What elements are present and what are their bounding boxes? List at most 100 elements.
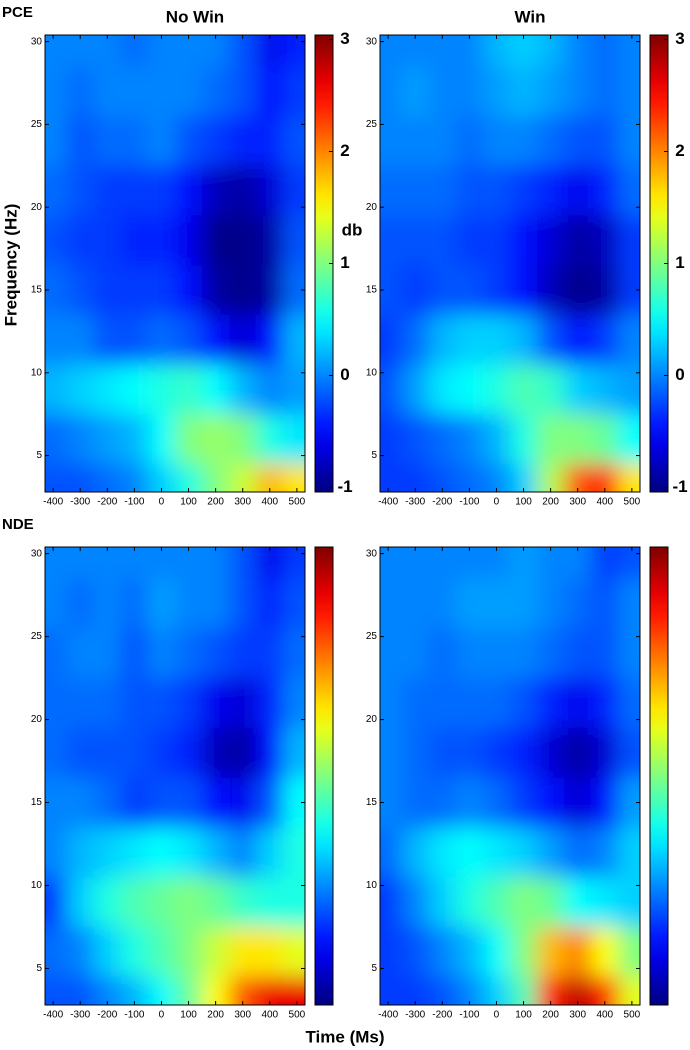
heatmap-cell bbox=[380, 116, 403, 167]
heatmap-cell bbox=[482, 66, 511, 117]
heatmap-cell bbox=[66, 827, 95, 878]
heatmap-cell bbox=[591, 265, 619, 316]
heatmap-cell bbox=[147, 364, 176, 415]
heatmap-cell bbox=[256, 265, 284, 316]
heatmap-cell bbox=[120, 463, 149, 492]
y-tick-label: 25 bbox=[31, 119, 43, 130]
heatmap-cell bbox=[256, 116, 284, 167]
heatmap-cell bbox=[380, 777, 403, 828]
heatmap-cell bbox=[229, 578, 257, 629]
y-tick-label: 25 bbox=[366, 119, 378, 130]
heatmap-cell bbox=[93, 215, 122, 266]
heatmap-cell bbox=[455, 727, 484, 779]
x-tick-label: -300 bbox=[70, 1010, 90, 1021]
heatmap-cell bbox=[147, 463, 176, 492]
heatmap-cell bbox=[537, 628, 565, 679]
heatmap-cell bbox=[428, 827, 457, 878]
y-tick-label: 25 bbox=[366, 631, 378, 642]
heatmap-cell bbox=[482, 678, 511, 729]
heatmap-cell bbox=[147, 66, 176, 117]
heatmap-cell bbox=[564, 35, 592, 67]
heatmap-cell bbox=[45, 727, 68, 779]
heatmap-cell bbox=[147, 678, 176, 729]
y-tick-label: 10 bbox=[366, 367, 378, 378]
heatmap-cell bbox=[482, 314, 511, 366]
heatmap-cell bbox=[428, 927, 457, 978]
heatmap-cell bbox=[66, 927, 95, 978]
heatmap-cell bbox=[428, 414, 457, 465]
heatmap-cell bbox=[147, 414, 176, 465]
heatmap-cell bbox=[147, 314, 176, 366]
colorbar-tick-label: 1 bbox=[675, 253, 684, 272]
heatmap-cell bbox=[283, 364, 305, 415]
heatmap-cell bbox=[401, 976, 430, 1005]
x-tick-label: -100 bbox=[124, 1010, 144, 1021]
heatmap-cell bbox=[455, 976, 484, 1005]
plot-frame bbox=[44, 546, 306, 1006]
heatmap-cell bbox=[45, 35, 68, 67]
heatmap-cell bbox=[66, 578, 95, 629]
heatmap-cell bbox=[401, 116, 430, 167]
heatmap-cell bbox=[175, 35, 203, 67]
heatmap-cell bbox=[618, 215, 640, 266]
heatmap bbox=[380, 547, 640, 1005]
heatmap-cell bbox=[618, 877, 640, 928]
heatmap-cell bbox=[66, 265, 95, 316]
heatmap-cell bbox=[537, 364, 565, 415]
heatmap-cell bbox=[175, 66, 203, 117]
panel: -400 -300 -200 -100 0 100 200 300 400 500 5 10 15 20 2… bbox=[2, 516, 385, 1047]
x-tick-label: 500 bbox=[624, 1010, 641, 1021]
heatmap-cell bbox=[428, 976, 457, 1005]
heatmap-cell bbox=[591, 35, 619, 67]
heatmap-cell bbox=[482, 116, 511, 167]
heatmap-cell bbox=[455, 678, 484, 729]
heatmap-cell bbox=[202, 265, 230, 316]
heatmap-cell bbox=[66, 414, 95, 465]
heatmap-cells bbox=[380, 35, 640, 492]
heatmap-cell bbox=[147, 976, 176, 1005]
heatmap-cell bbox=[591, 976, 619, 1005]
heatmap-cell bbox=[380, 35, 403, 67]
heatmap-cell bbox=[202, 463, 230, 492]
panel-title: Win bbox=[514, 7, 545, 26]
heatmap-cell bbox=[510, 66, 538, 117]
heatmap-cell bbox=[380, 66, 403, 117]
y-tick-label: 5 bbox=[371, 450, 377, 461]
heatmap-cell bbox=[66, 215, 95, 266]
heatmap-cell bbox=[202, 66, 230, 117]
x-tick-label: 100 bbox=[515, 1010, 532, 1021]
heatmap-cell bbox=[564, 678, 592, 729]
heatmap-cell bbox=[428, 547, 457, 580]
heatmap-cell bbox=[93, 976, 122, 1005]
heatmap-cell bbox=[45, 364, 68, 415]
heatmap-cell bbox=[482, 463, 511, 492]
heatmap-cell bbox=[120, 547, 149, 580]
heatmap-cell bbox=[202, 727, 230, 779]
heatmap-cell bbox=[229, 628, 257, 679]
heatmap-cell bbox=[591, 927, 619, 978]
heatmap-cell bbox=[455, 414, 484, 465]
heatmap-cell bbox=[45, 414, 68, 465]
heatmap bbox=[45, 35, 305, 492]
x-axis-title: Time (Ms) bbox=[305, 1027, 384, 1046]
heatmap-cell bbox=[482, 364, 511, 415]
heatmap-cell bbox=[455, 578, 484, 629]
heatmap-cell bbox=[564, 463, 592, 492]
heatmap-cell bbox=[229, 927, 257, 978]
heatmap-cell bbox=[45, 314, 68, 366]
heatmap-cell bbox=[66, 777, 95, 828]
heatmap-cell bbox=[537, 35, 565, 67]
heatmap-cell bbox=[380, 165, 403, 216]
heatmap-cell bbox=[482, 414, 511, 465]
colorbar-tick-label: 2 bbox=[675, 141, 684, 160]
heatmap-cell bbox=[256, 66, 284, 117]
heatmap-cell bbox=[93, 877, 122, 928]
heatmap-cell bbox=[618, 364, 640, 415]
x-tick-label: -400 bbox=[378, 1010, 398, 1021]
x-tick-label: -200 bbox=[97, 497, 117, 508]
heatmap-cell bbox=[510, 678, 538, 729]
heatmap-cell bbox=[202, 678, 230, 729]
heatmap-cell bbox=[591, 628, 619, 679]
heatmap-cell bbox=[175, 827, 203, 878]
colorbar-tick-label: 0 bbox=[675, 365, 684, 384]
